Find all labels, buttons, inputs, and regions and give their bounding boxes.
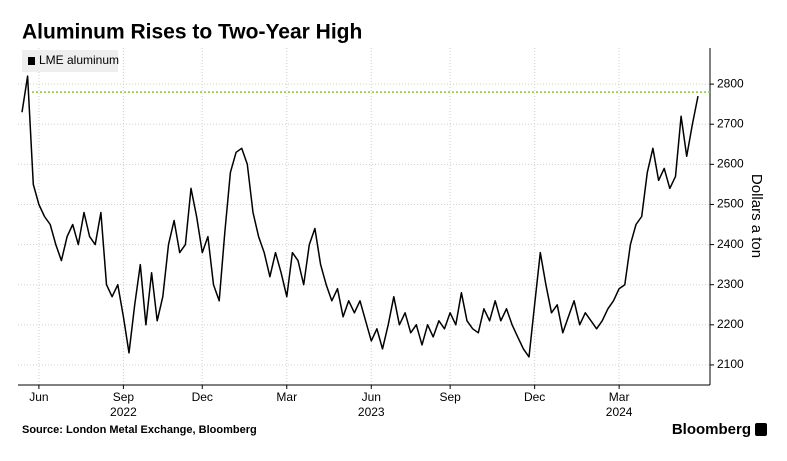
y-tick-label: 2400 [717, 237, 744, 251]
x-tick-label: Dec [524, 390, 545, 404]
legend-label: LME aluminum [39, 53, 119, 67]
x-tick-label: Sep [439, 390, 461, 404]
line [21, 75, 699, 358]
x-tick-label: Jun [362, 390, 381, 404]
legend-box [22, 50, 118, 72]
x-tick-label: Jun [29, 390, 48, 404]
y-tick-label: 2200 [717, 317, 744, 331]
x-tick-label: Sep [113, 390, 135, 404]
y-axis-label: Dollars a ton [748, 174, 765, 258]
legend-swatch [28, 57, 35, 65]
x-year-label: 2024 [606, 405, 633, 419]
brand: Bloomberg [672, 421, 751, 438]
y-tick-label: 2600 [717, 157, 744, 171]
source: Source: London Metal Exchange, Bloomberg [22, 424, 257, 436]
y-tick-label: 2500 [717, 197, 744, 211]
brand-icon [755, 423, 767, 436]
x-year-label: 2022 [110, 405, 137, 419]
y-tick-label: 2700 [717, 116, 744, 130]
y-tick-label: 2300 [717, 277, 744, 291]
x-tick-label: Mar [276, 390, 297, 404]
x-tick-label: Mar [609, 390, 630, 404]
x-year-label: 2023 [358, 405, 385, 419]
y-tick-label: 2100 [717, 357, 744, 371]
x-tick-label: Dec [192, 390, 213, 404]
y-tick-label: 2800 [717, 76, 744, 90]
chart-title: Aluminum Rises to Two-Year High [22, 21, 362, 44]
